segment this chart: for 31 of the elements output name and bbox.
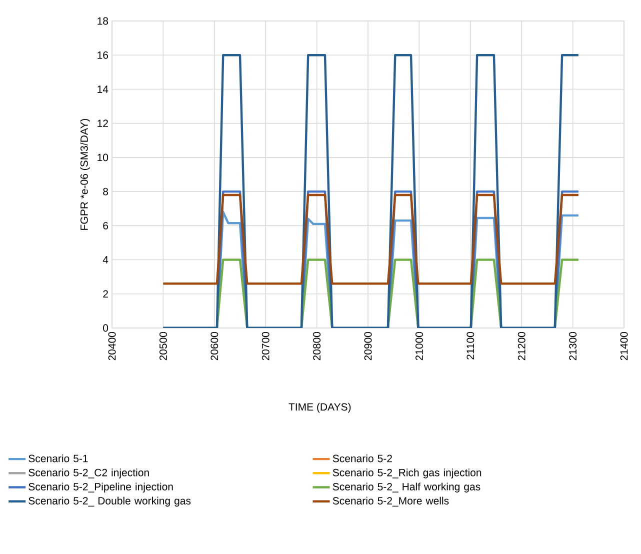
y-tick-label: 8 [103,188,108,196]
y-tick-label: 14 [98,86,108,93]
x-axis-title: TIME (DAYS) [288,402,351,413]
x-tick-label: 21300 [569,332,577,360]
legend-label: Scenario 5-2_C2 injection [28,468,149,478]
legend-label: Scenario 5-2_Rich gas injection [332,468,482,478]
y-axis-title: FGPR *e-06 (SM3/DAY) [80,118,90,230]
y-tick-label: 2 [103,290,108,298]
legend-label: Scenario 5-2 [332,454,392,462]
legend-label: Scenario 5-2_ Half working gas [332,482,480,492]
x-tick-label: 20500 [159,332,167,360]
x-tick-label: 20800 [313,332,321,360]
x-tick-label: 21400 [620,332,628,360]
y-tick-label: 10 [98,154,108,162]
x-tick-label: 21000 [415,332,423,360]
x-tick-label: 21200 [518,332,526,360]
legend-label: Scenario 5-2_ Double working gas [28,496,191,507]
x-tick-label: 21100 [466,332,474,360]
y-tick-label: 6 [103,222,108,230]
y-tick-label: 12 [98,120,108,127]
legend-label: Scenario 5-2_More wells [332,496,449,506]
legend-label: Scenario 5-2_Pipeline injection [28,482,173,492]
x-tick-label: 20700 [262,332,270,360]
y-tick-label: 0 [103,324,108,332]
x-tick-label: 20900 [364,332,372,360]
y-tick-label: 4 [102,256,108,264]
y-tick-label: 18 [98,17,108,25]
y-tick-label: 16 [98,51,108,59]
legend-label: Scenario 5-1 [28,454,88,462]
x-tick-label: 20400 [108,332,116,360]
x-tick-label: 20600 [210,332,218,360]
